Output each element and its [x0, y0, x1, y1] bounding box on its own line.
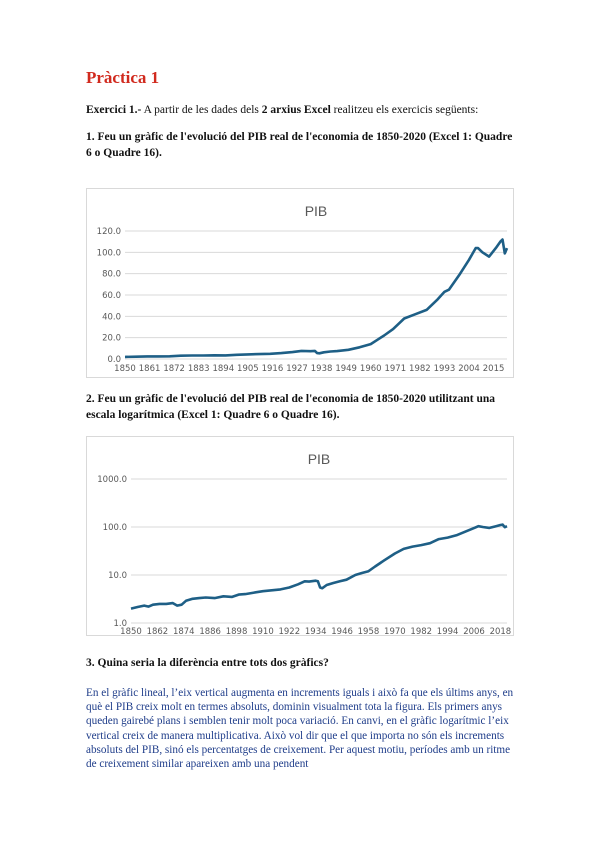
x-tick-label: 1946: [331, 627, 353, 635]
x-tick-label: 1927: [286, 364, 308, 374]
y-tick-label: 20.0: [102, 334, 121, 344]
x-tick-label: 1910: [252, 627, 274, 635]
x-tick-label: 1850: [114, 364, 136, 374]
page-title: Pràctica 1: [86, 68, 160, 87]
chart-pib-log: PIB 1.0 10.0 100.0 1000.0 1850 1862 1874 1886 189…: [86, 436, 514, 636]
x-tick-label: 1916: [262, 364, 284, 374]
series-line-pib: [130, 523, 508, 610]
series-line-pib: [124, 238, 509, 359]
x-tick-label: 1958: [358, 627, 380, 635]
x-tick-label: 1949: [335, 364, 357, 374]
exercise-label: Exercici 1.-: [86, 104, 142, 116]
x-tick-label: 1970: [384, 627, 406, 635]
x-tick-label: 1922: [278, 627, 300, 635]
x-tick-label: 1971: [384, 364, 406, 374]
y-tick-label: 1000.0: [97, 475, 127, 485]
x-tick-label: 1850: [120, 627, 142, 635]
question-3: 3. Quina seria la diferència entre tots …: [86, 657, 329, 669]
x-tick-label: 1993: [434, 364, 456, 374]
y-tick-label: 1.0: [113, 619, 127, 629]
x-tick-label: 1872: [163, 364, 185, 374]
x-tick-label: 1934: [305, 627, 327, 635]
x-tick-label: 1898: [226, 627, 248, 635]
x-tick-label: 2004: [458, 364, 480, 374]
y-tick-label: 120.0: [97, 227, 121, 237]
x-tick-label: 1982: [409, 364, 431, 374]
y-tick-label: 10.0: [108, 571, 127, 581]
x-tick-label: 2015: [483, 364, 505, 374]
intro-bold-files: 2 arxius Excel: [261, 104, 331, 116]
chart-title: PIB: [305, 203, 328, 219]
intro-text-1: A partir de les dades dels: [141, 104, 262, 116]
question-2: 2. Feu un gràfic de l'evolució del PIB r…: [86, 393, 495, 421]
chart-pib-linear: PIB 0.0 20.0 40.0 60.0 80.0 100.0 120.0 1850 1861…: [86, 188, 514, 378]
chart-pib-log-svg: PIB 1.0 10.0 100.0 1000.0 1850 1862 1874 1886 189…: [97, 451, 512, 635]
x-tick-label: 1886: [199, 627, 221, 635]
x-tick-label: 1874: [173, 627, 195, 635]
y-tick-label: 80.0: [102, 270, 121, 280]
x-tick-label: 1994: [437, 627, 459, 635]
chart-pib-linear-svg: PIB 0.0 20.0 40.0 60.0 80.0 100.0 120.0 1850 1861…: [97, 203, 509, 374]
answer-text: En el gràfic lineal, l’eix vertical augm…: [86, 687, 514, 771]
y-tick-label: 100.0: [97, 248, 121, 258]
intro-text-2: realitzeu els exercicis següents:: [330, 104, 479, 116]
chart-title: PIB: [308, 451, 331, 467]
y-tick-label: 60.0: [102, 291, 121, 301]
y-tick-label: 40.0: [102, 312, 121, 322]
x-tick-label: 1861: [139, 364, 161, 374]
y-tick-label: 0.0: [107, 355, 121, 365]
x-tick-label: 1905: [237, 364, 259, 374]
x-tick-label: 1960: [360, 364, 382, 374]
exercise-intro: Exercici 1.- A partir de les dades dels …: [86, 103, 526, 118]
y-tick-label: 100.0: [103, 523, 127, 533]
x-tick-label: 2006: [463, 627, 485, 635]
x-tick-label: 1883: [188, 364, 210, 374]
x-tick-label: 1862: [147, 627, 169, 635]
x-tick-label: 1894: [212, 364, 234, 374]
x-tick-label: 2018: [490, 627, 512, 635]
question-1: 1. Feu un gràfic de l'evolució del PIB r…: [86, 131, 513, 159]
x-tick-label: 1938: [311, 364, 333, 374]
x-tick-label: 1982: [410, 627, 432, 635]
